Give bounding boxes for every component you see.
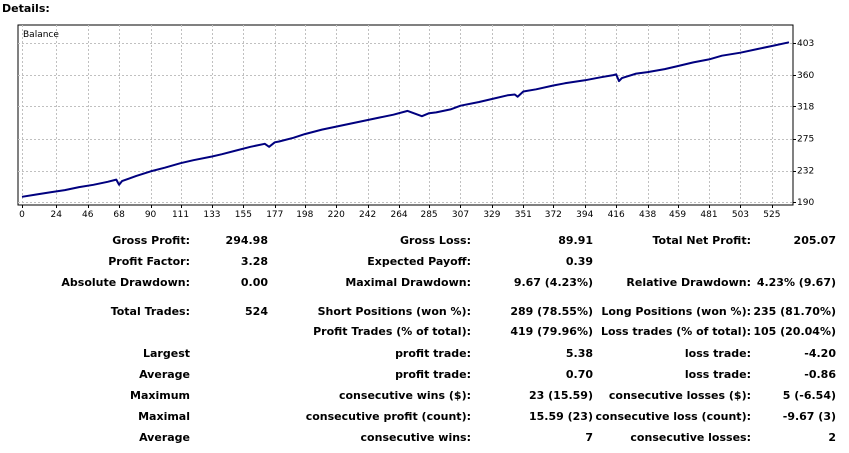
profit-factor-value: 3.28 [240,255,268,268]
x-tick-label: 90 [145,210,157,220]
x-tick-label: 155 [235,210,252,220]
total-trades-label: Total Trades: [110,305,190,318]
largest-loss-label: loss trade: [684,347,751,360]
y-tick-label: 403 [797,39,814,49]
short-positions-value: 289 (78.55%) [510,305,593,318]
average-label: Average [139,368,190,381]
chart-title: Balance [23,30,59,40]
maximal-profit-value: 15.59 (23) [529,410,593,423]
gross-profit-label: Gross Profit: [112,234,190,247]
x-tick-label: 46 [82,210,94,220]
x-tick-label: 177 [266,210,283,220]
x-tick-label: 133 [203,210,220,220]
long-positions-label: Long Positions (won %): [601,305,751,318]
average-profit-value: 0.70 [565,368,593,381]
x-tick-label: 394 [576,210,593,220]
relative-drawdown-value: 4.23% (9.67) [756,276,836,289]
x-tick-label: 285 [420,210,437,220]
average-consecutive-losses-value: 2 [828,431,836,444]
gross-loss-label: Gross Loss: [400,234,471,247]
y-tick-label: 275 [797,135,814,145]
balance-line [21,41,790,198]
x-tick-label: 351 [515,210,532,220]
total-net-profit-value: 205.07 [793,234,836,247]
largest-loss-value: -4.20 [804,347,836,360]
x-tick-label: 503 [732,210,749,220]
average-consecutive-label: Average [139,431,190,444]
long-positions-value: 235 (81.70%) [753,305,836,318]
x-tick-label: 525 [763,210,780,220]
largest-label: Largest [143,347,190,360]
relative-drawdown-label: Relative Drawdown: [626,276,751,289]
y-tick-label: 232 [797,167,814,177]
x-tick-label: 242 [359,210,376,220]
x-tick-label: 307 [452,210,469,220]
y-tick-label: 360 [797,71,814,81]
average-loss-value: -0.86 [804,368,836,381]
x-tick-label: 481 [700,210,717,220]
x-tick-label: 459 [669,210,686,220]
absolute-drawdown-label: Absolute Drawdown: [61,276,190,289]
expected-payoff-value: 0.39 [565,255,593,268]
maximum-wins-label: consecutive wins ($): [338,389,471,402]
x-tick-label: 220 [328,210,345,220]
x-tick-label: 264 [390,210,407,220]
total-trades-value: 524 [245,305,268,318]
x-tick-label: 329 [483,210,500,220]
maximal-drawdown-value: 9.67 (4.23%) [513,276,593,289]
short-positions-label: Short Positions (won %): [317,305,471,318]
x-tick-label: 198 [296,210,313,220]
details-title: Details: [2,2,50,15]
largest-profit-label: profit trade: [395,347,471,360]
plot-frame [17,24,794,206]
total-net-profit-label: Total Net Profit: [652,234,752,247]
average-profit-label: profit trade: [395,368,471,381]
loss-trades-value: 105 (20.04%) [753,325,836,338]
maximal-drawdown-label: Maximal Drawdown: [345,276,471,289]
y-tick-label: 190 [797,198,814,208]
maximum-losses-label: consecutive losses ($): [608,389,751,402]
absolute-drawdown-value: 0.00 [240,276,268,289]
average-consecutive-wins-value: 7 [585,431,593,444]
x-tick-label: 438 [639,210,656,220]
maximum-losses-value: 5 (-6.54) [782,389,836,402]
average-consecutive-losses-label: consecutive losses: [630,431,751,444]
x-tick-label: 416 [608,210,625,220]
gross-profit-value: 294.98 [225,234,268,247]
profit-trades-value: 419 (79.96%) [510,325,593,338]
average-consecutive-wins-label: consecutive wins: [360,431,471,444]
maximum-wins-value: 23 (15.59) [529,389,593,402]
largest-profit-value: 5.38 [565,347,593,360]
profit-trades-label: Profit Trades (% of total): [313,325,471,338]
x-tick-label: 111 [172,210,189,220]
y-tick-label: 318 [797,102,814,112]
expected-payoff-label: Expected Payoff: [367,255,471,268]
x-tick-label: 372 [545,210,562,220]
x-tick-label: 0 [19,210,25,220]
balance-chart: 0 24 46 68 90 111 133 155 177 198 220 242 264 285 307 3… [17,24,814,220]
maximum-label: Maximum [130,389,190,402]
gross-loss-value: 89.91 [558,234,593,247]
x-tick-label: 68 [113,210,125,220]
maximal-loss-value: -9.67 (3) [782,410,836,423]
maximal-label: Maximal [138,410,190,423]
loss-trades-label: Loss trades (% of total): [600,325,751,338]
maximal-loss-label: consecutive loss (count): [595,410,751,423]
x-tick-label: 24 [51,210,63,220]
average-loss-label: loss trade: [684,368,751,381]
profit-factor-label: Profit Factor: [108,255,190,268]
maximal-profit-label: consecutive profit (count): [305,410,471,423]
